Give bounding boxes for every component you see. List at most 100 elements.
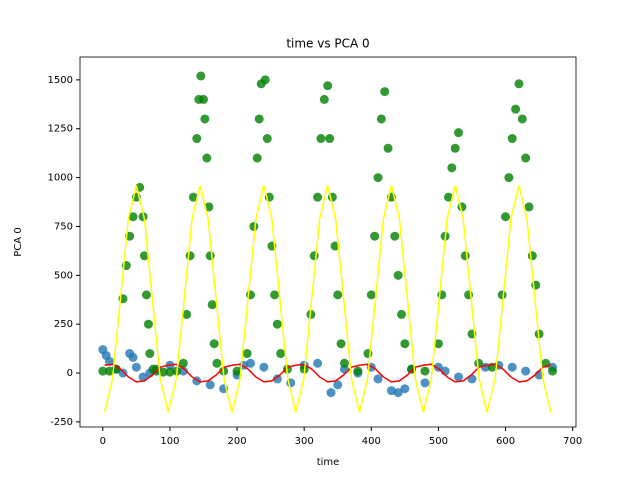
- x-tick-label: 0: [100, 436, 106, 447]
- scatter-point: [527, 251, 537, 261]
- scatter-point: [272, 374, 282, 384]
- scatter-point: [366, 290, 376, 300]
- scatter-point: [393, 270, 403, 280]
- scatter-point: [454, 372, 464, 382]
- scatter-point: [323, 81, 333, 91]
- chart-title: time vs PCA 0: [286, 37, 369, 51]
- y-tick-label: 250: [54, 319, 73, 330]
- scatter-point: [507, 134, 517, 144]
- scatter-point: [376, 114, 386, 124]
- x-tick-label: 600: [496, 436, 515, 447]
- scatter-point: [178, 366, 188, 376]
- scatter-point: [330, 241, 340, 251]
- scatter-point: [131, 362, 141, 372]
- scatter-point: [454, 128, 464, 138]
- scatter-point: [450, 143, 460, 153]
- scatter-point: [272, 319, 282, 329]
- scatter-point: [196, 71, 206, 81]
- scatter-point: [252, 153, 262, 163]
- scatter-point: [521, 366, 531, 376]
- y-axis-label: PCA 0: [13, 227, 24, 256]
- scatter-point: [420, 366, 430, 376]
- scatter-point: [178, 358, 188, 368]
- scatter-point: [270, 290, 280, 300]
- scatter-point: [514, 79, 524, 89]
- scatter-point: [188, 192, 198, 202]
- scatter-point: [326, 388, 336, 398]
- scatter-point: [433, 362, 443, 372]
- x-tick-label: 700: [563, 436, 582, 447]
- scatter-point: [158, 367, 168, 377]
- scatter-point: [205, 380, 215, 390]
- scatter-point: [145, 349, 155, 359]
- scatter-point: [249, 221, 259, 231]
- scatter-point: [319, 94, 329, 104]
- scatter-point: [202, 153, 212, 163]
- x-tick-label: 200: [228, 436, 247, 447]
- scatter-point: [165, 367, 175, 377]
- scatter-point: [138, 372, 148, 382]
- y-tick-label: -250: [50, 417, 73, 428]
- scatter-point: [182, 309, 192, 319]
- scatter-point: [497, 290, 507, 300]
- scatter-point: [373, 173, 383, 183]
- scatter-point: [245, 358, 255, 368]
- scatter-point: [254, 114, 264, 124]
- scatter-point: [139, 251, 149, 261]
- y-tick-label: 0: [67, 368, 73, 379]
- scatter-point: [390, 231, 400, 241]
- scatter-point: [501, 212, 511, 222]
- line: [103, 185, 552, 413]
- scatter-point: [212, 358, 222, 368]
- scatter-point: [467, 374, 477, 384]
- scatter-point: [383, 143, 393, 153]
- x-tick-label: 100: [160, 436, 179, 447]
- scatter-point: [200, 114, 210, 124]
- scatter-point: [400, 339, 410, 349]
- scatter-point: [336, 339, 346, 349]
- scatter-point: [209, 339, 219, 349]
- scatter-point: [333, 290, 343, 300]
- scatter-point: [262, 134, 272, 144]
- scatter-point: [420, 378, 430, 388]
- scatter-point: [143, 319, 153, 329]
- scatter-point: [504, 173, 514, 183]
- y-tick-label: 1000: [48, 173, 73, 184]
- scatter-point: [316, 134, 326, 144]
- scatter-point: [192, 134, 202, 144]
- scatter-point: [460, 251, 470, 261]
- scatter-point: [447, 163, 457, 173]
- scatter-point: [128, 212, 138, 222]
- scatter-point: [548, 366, 558, 376]
- scatter-point: [232, 366, 242, 376]
- scatter-point: [313, 192, 323, 202]
- scatter-point: [141, 290, 151, 300]
- scatter-point: [98, 366, 108, 376]
- scatter-point: [333, 380, 343, 390]
- scatter-point: [400, 384, 410, 394]
- scatter-point: [511, 104, 521, 114]
- scatter-point: [443, 192, 453, 202]
- y-tick-label: 1250: [48, 124, 73, 135]
- plot-frame: [79, 56, 577, 428]
- y-tick-label: 750: [54, 221, 73, 232]
- scatter-point: [118, 368, 128, 378]
- scatter-point: [313, 358, 323, 368]
- scatter-point: [393, 388, 403, 398]
- scatter-point: [457, 202, 467, 212]
- scatter-point: [198, 94, 208, 104]
- scatter-point: [207, 300, 217, 310]
- scatter-point: [185, 251, 195, 261]
- line: [104, 363, 552, 383]
- scatter-point: [138, 212, 148, 222]
- scatter-point: [260, 75, 270, 85]
- scatter-point: [309, 251, 319, 261]
- scatter-point: [517, 114, 527, 124]
- y-tick-label: 500: [54, 270, 73, 281]
- x-tick-label: 500: [429, 436, 448, 447]
- x-tick-label: 400: [362, 436, 381, 447]
- scatter-point: [242, 349, 252, 359]
- scatter-point: [524, 202, 534, 212]
